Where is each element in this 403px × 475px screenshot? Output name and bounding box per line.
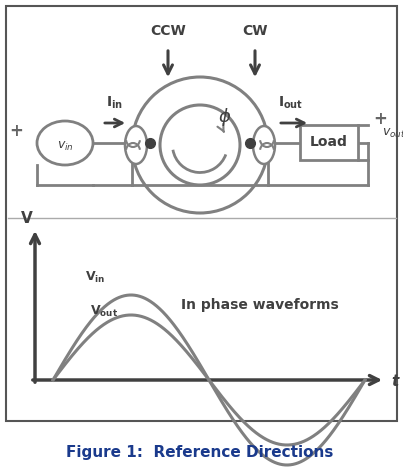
Text: $\mathbf{I_{out}}$: $\mathbf{I_{out}}$ <box>278 95 303 111</box>
Text: Figure 1:  Reference Directions: Figure 1: Reference Directions <box>66 445 334 459</box>
Text: $v_{out}$: $v_{out}$ <box>382 126 403 140</box>
Text: $\mathbf{V_{in}}$: $\mathbf{V_{in}}$ <box>85 269 106 285</box>
Text: Load: Load <box>310 135 348 150</box>
Text: $v_{in}$: $v_{in}$ <box>56 140 73 152</box>
Ellipse shape <box>253 126 275 164</box>
Text: In phase waveforms: In phase waveforms <box>181 298 339 312</box>
Text: +: + <box>9 122 23 140</box>
Bar <box>300 125 358 160</box>
Bar <box>6 6 397 421</box>
Text: $\phi$: $\phi$ <box>218 106 231 128</box>
Ellipse shape <box>125 126 147 164</box>
Text: V: V <box>21 211 33 226</box>
Text: +: + <box>373 110 387 128</box>
Text: $\mathbf{I_{in}}$: $\mathbf{I_{in}}$ <box>106 95 123 111</box>
Text: CCW: CCW <box>150 24 186 38</box>
Text: t: t <box>391 374 398 390</box>
Text: CW: CW <box>242 24 268 38</box>
Text: $\mathbf{V_{out}}$: $\mathbf{V_{out}}$ <box>90 304 118 319</box>
